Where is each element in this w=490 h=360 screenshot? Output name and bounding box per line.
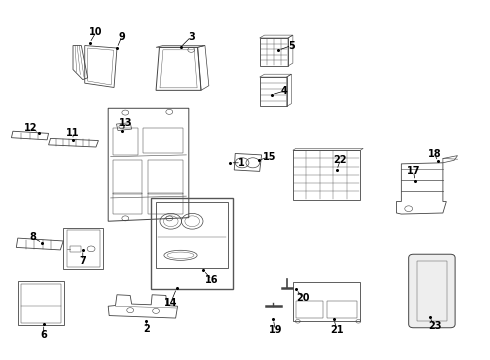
Text: 17: 17 [407,166,420,176]
Bar [327,301,357,318]
Bar [21,284,61,323]
Text: 23: 23 [428,321,441,331]
Bar [113,193,143,214]
Text: 7: 7 [79,256,86,266]
Text: 20: 20 [296,293,309,303]
Bar [156,202,228,268]
Bar [113,128,138,155]
Bar [18,282,64,325]
Bar [63,228,103,269]
Bar [260,77,287,107]
Bar [67,230,100,267]
Bar [417,261,447,321]
Bar [148,159,183,194]
Bar [151,198,233,289]
Text: 22: 22 [334,155,347,165]
Bar [144,128,183,153]
Bar [293,150,360,200]
Text: 15: 15 [263,152,276,162]
Text: 14: 14 [164,298,177,308]
Text: 9: 9 [119,32,125,41]
Text: 6: 6 [40,330,47,340]
Text: 2: 2 [143,324,149,334]
Text: 13: 13 [119,118,132,128]
FancyBboxPatch shape [409,254,455,328]
Text: 21: 21 [330,325,343,335]
Bar [113,160,143,194]
Text: 4: 4 [281,86,288,96]
Bar [148,193,183,214]
Text: 1: 1 [238,158,245,168]
Bar [260,38,288,66]
Text: 11: 11 [66,128,80,138]
Text: 3: 3 [188,32,195,41]
Text: 10: 10 [89,27,103,37]
Bar [293,282,360,320]
Text: 8: 8 [29,232,36,242]
Bar [296,301,323,318]
Text: 16: 16 [205,275,219,285]
Text: 19: 19 [269,325,282,335]
Text: 18: 18 [428,149,441,159]
Text: 5: 5 [288,41,295,50]
Text: 12: 12 [24,123,38,133]
